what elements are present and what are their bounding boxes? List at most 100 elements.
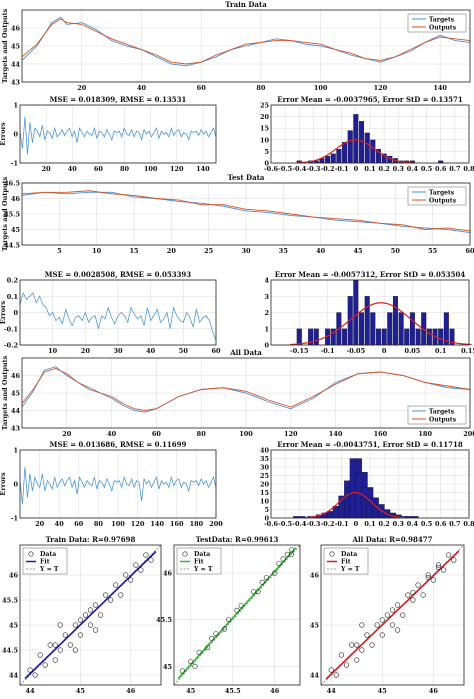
y-tick-label: 46.5	[4, 180, 20, 188]
x-tick-label: 0.2	[378, 165, 389, 173]
x-tick-label: 0.5	[421, 520, 433, 528]
histogram-bar	[370, 139, 376, 164]
y-tick-label: 10	[260, 136, 270, 144]
data-point	[82, 612, 89, 618]
x-tick-label: 0.05	[405, 347, 421, 355]
series-line-outputs	[22, 368, 470, 411]
histogram-bar	[364, 296, 370, 346]
legend-label: Fit	[341, 559, 351, 566]
data-point	[238, 603, 244, 609]
x-tick-label: 20	[77, 84, 87, 92]
data-point	[425, 574, 431, 581]
data-point	[280, 556, 286, 562]
x-tick-label: 46	[126, 687, 136, 695]
y-tick-label: 25	[260, 472, 270, 480]
data-point	[259, 579, 265, 585]
error-line	[20, 116, 216, 155]
x-tick-label: 120	[131, 520, 145, 528]
x-tick-label: -0.3	[306, 165, 320, 173]
x-tick-label: 0.1	[435, 347, 446, 355]
data-point	[192, 663, 198, 669]
chart-title: All Data	[229, 348, 262, 357]
y-tick-label: 45	[310, 622, 320, 630]
x-tick-label: 0.3	[393, 520, 405, 528]
x-tick-label: 200	[209, 520, 223, 528]
y-tick-label: 0.2	[7, 277, 18, 285]
data-point	[289, 547, 295, 553]
y-tick-label: 44	[11, 407, 21, 415]
axes-frame	[270, 104, 470, 164]
x-tick-label: 44	[26, 687, 36, 695]
data-point	[263, 575, 270, 581]
y-tick-label: 45.5	[156, 616, 172, 624]
all-hist-panel: -0.6 -0.5 -0.4 -0.3 -0.2 -0.1 0 0.1 0.2 0.3 0.4 0.5…	[260, 440, 474, 528]
data-point	[92, 627, 99, 633]
y-tick-label: 45	[163, 663, 173, 671]
data-point	[108, 597, 114, 603]
x-tick-label: 0.5	[421, 165, 433, 173]
x-tick-label: 50	[391, 247, 401, 255]
x-tick-label: -0.5	[278, 165, 292, 173]
data-point	[369, 642, 375, 648]
histogram-bar	[409, 312, 415, 346]
histogram-bar	[375, 328, 381, 346]
y-tick-label: 44	[310, 672, 320, 680]
x-tick-label: 80	[120, 165, 130, 173]
x-tick-label: 15	[129, 247, 139, 255]
data-point	[123, 572, 129, 578]
y-tick-label: 2	[264, 309, 269, 317]
x-tick-label: -0.6	[264, 165, 278, 173]
chart-title: TestData: R=0.99613	[196, 535, 279, 544]
y-tick-label: 0	[13, 309, 18, 317]
axes-frame	[19, 104, 217, 164]
legend-label: Data	[40, 551, 56, 558]
y-tick-label: 45	[11, 43, 21, 51]
y-tick-label: 46	[310, 572, 320, 580]
x-tick-label: 0.6	[435, 165, 447, 173]
data-point	[395, 602, 401, 608]
y-tick-label: 3	[264, 293, 269, 301]
data-point	[451, 557, 457, 563]
x-tick-label: 46	[429, 687, 439, 695]
x-tick-label: 140	[329, 430, 343, 438]
legend-label: Targets	[429, 409, 455, 416]
x-tick-label: 120	[170, 165, 184, 173]
x-tick-label: 200	[463, 430, 474, 438]
data-point	[209, 635, 215, 641]
x-tick-label: 100	[314, 84, 328, 92]
histogram-bar	[336, 148, 342, 164]
x-tick-label: 50	[179, 347, 189, 355]
axes-frame	[173, 544, 301, 686]
y-tick-label: 43	[11, 79, 21, 87]
data-point	[400, 612, 406, 618]
y-tick-label: -1	[11, 160, 18, 168]
data-point	[374, 622, 380, 628]
x-tick-label: 10	[48, 347, 58, 355]
data-point	[77, 632, 84, 638]
y-tick-label: 45	[11, 390, 21, 398]
y-axis-label: Errors	[0, 301, 7, 325]
x-tick-label: 40	[146, 347, 156, 355]
chart-title: Train Data: R=0.97698	[46, 535, 136, 544]
x-tick-label: 25	[204, 247, 214, 255]
axes-frame	[19, 449, 217, 519]
data-point	[430, 577, 436, 583]
x-tick-label: 40	[316, 247, 326, 255]
data-point	[446, 552, 452, 558]
data-point	[52, 642, 58, 648]
histogram-bar	[325, 155, 331, 164]
y-tick-label: 30	[260, 464, 270, 472]
histogram-bar	[426, 328, 432, 346]
data-point	[67, 642, 73, 648]
y-tick-label: -0.2	[4, 342, 18, 350]
y-tick-label: -0.1	[4, 325, 18, 333]
y-tick-label: 10	[260, 498, 270, 506]
x-tick-label: -0.2	[321, 165, 335, 173]
histogram-bar	[398, 312, 404, 346]
x-tick-label: -0.5	[278, 520, 292, 528]
data-point	[92, 602, 99, 608]
